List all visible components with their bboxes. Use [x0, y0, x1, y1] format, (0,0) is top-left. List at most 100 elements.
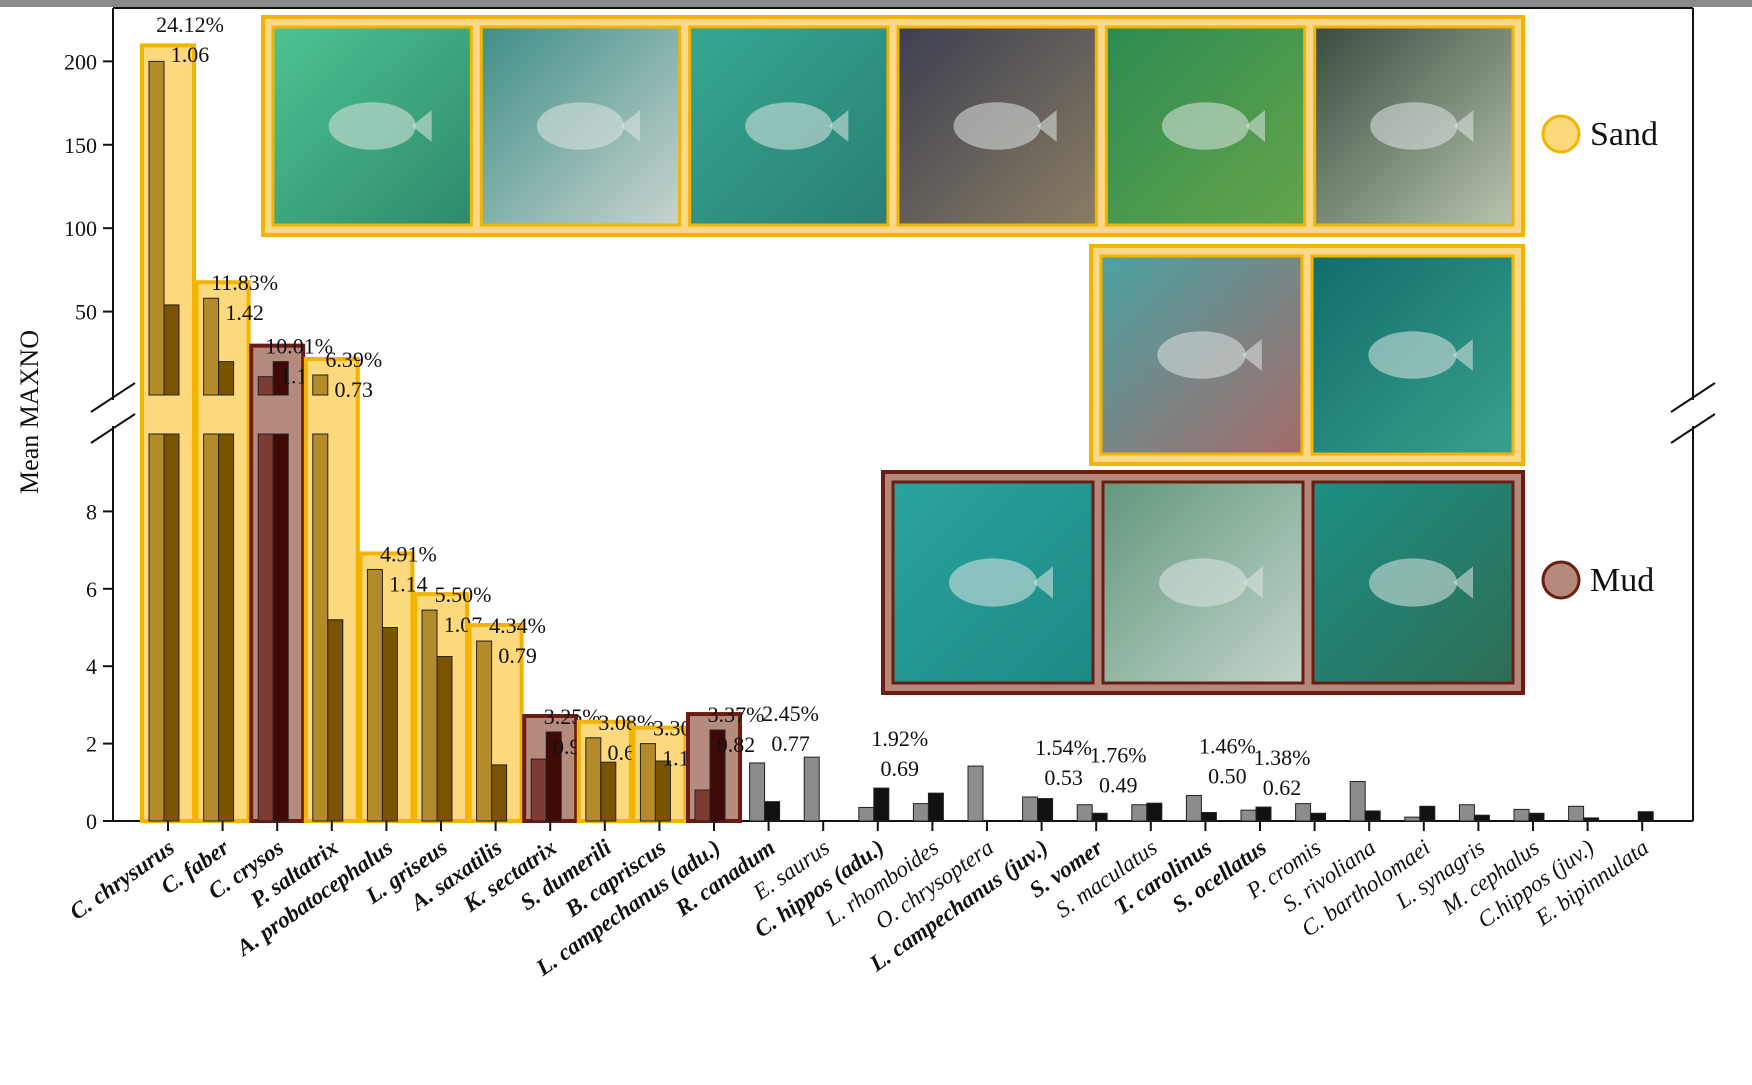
- fish-shape: [1368, 331, 1457, 379]
- bar: [1200, 811, 1217, 822]
- y-tick-label: 100: [64, 216, 97, 241]
- bar: [312, 374, 329, 396]
- data-label-ratio: 0.69: [881, 756, 920, 781]
- fish-tail: [1241, 339, 1262, 371]
- top-bar: [0, 0, 1752, 7]
- axis-break-mark-right: [1670, 382, 1716, 413]
- data-label-ratio: 0.49: [1099, 773, 1138, 798]
- fish-shape: [953, 102, 1041, 150]
- bar: [163, 433, 180, 822]
- bar: [545, 731, 562, 822]
- bar: [1364, 810, 1381, 822]
- data-label-ratio: 0.62: [1263, 775, 1302, 800]
- legend-label: Sand: [1590, 116, 1658, 153]
- data-label-percent: 11.83%: [211, 270, 278, 295]
- bar: [858, 806, 875, 822]
- axis-break-mark-left: [90, 413, 136, 444]
- bar: [203, 297, 220, 396]
- axis-break-mark-right: [1670, 413, 1716, 444]
- data-label-ratio: 0.82: [717, 732, 756, 757]
- bar: [1146, 802, 1163, 822]
- bar: [436, 656, 453, 822]
- bar: [600, 761, 617, 822]
- data-label-percent: 4.91%: [380, 541, 437, 566]
- fish-tail: [1453, 566, 1473, 599]
- fish-photo: [1104, 25, 1307, 227]
- bar: [1528, 812, 1545, 822]
- bar: [491, 764, 508, 822]
- axis-break-mark-left: [90, 382, 136, 413]
- bar: [654, 760, 671, 822]
- data-label-ratio: 0.73: [335, 377, 374, 402]
- bar: [1458, 804, 1475, 822]
- bar: [1513, 808, 1530, 822]
- bar: [1637, 811, 1654, 822]
- data-label-percent: 1.46%: [1199, 733, 1256, 758]
- fish-shape: [1157, 331, 1246, 379]
- bar: [639, 743, 656, 822]
- bar: [967, 765, 984, 822]
- legend-marker-mud: [1541, 560, 1581, 600]
- bar: [1131, 804, 1148, 822]
- data-label-percent: 24.12%: [156, 12, 224, 37]
- y-tick-label: 4: [86, 654, 97, 679]
- y-tick-label: 2: [86, 732, 97, 757]
- bar: [1240, 809, 1257, 822]
- data-label-ratio: 0.79: [498, 643, 537, 668]
- bar: [749, 762, 766, 822]
- bar: [366, 568, 383, 822]
- bar: [476, 640, 493, 822]
- data-label-percent: 4.34%: [489, 613, 546, 638]
- fish-tail: [1033, 566, 1053, 599]
- bar: [927, 792, 944, 822]
- bar: [148, 433, 165, 822]
- bar: [530, 758, 547, 822]
- y-tick-label: 200: [64, 49, 97, 74]
- photo-panel-sand: [261, 15, 1525, 237]
- fish-tail: [411, 110, 432, 142]
- bar: [873, 787, 890, 822]
- bar: [148, 60, 165, 396]
- data-label-percent: 6.39%: [325, 347, 382, 372]
- data-label-percent: 3.37%: [708, 702, 765, 727]
- fish-tail: [1453, 110, 1474, 142]
- data-label-ratio: 0.53: [1044, 765, 1083, 790]
- bar: [1076, 804, 1093, 822]
- bar: [1091, 812, 1108, 822]
- y-axis-label: Mean MAXNO: [15, 330, 44, 494]
- bar: [1404, 816, 1421, 822]
- bar: [764, 801, 781, 822]
- data-label-percent: 1.54%: [1035, 735, 1092, 760]
- fish-shape: [1370, 102, 1458, 150]
- bar: [257, 376, 274, 396]
- bar: [1568, 805, 1585, 822]
- data-label-percent: 1.92%: [871, 726, 928, 751]
- fish-shape: [745, 102, 833, 150]
- legend-marker-sand: [1541, 114, 1581, 154]
- bar: [709, 729, 726, 822]
- bar: [1185, 794, 1202, 822]
- bar: [1295, 803, 1312, 822]
- fish-photo: [1311, 480, 1515, 685]
- bar: [803, 756, 820, 822]
- y-tick-label: 0: [86, 809, 97, 834]
- fish-shape: [328, 102, 416, 150]
- bar: [218, 433, 235, 822]
- fish-shape: [949, 558, 1037, 607]
- legend-label: Mud: [1590, 562, 1654, 599]
- bar: [1583, 817, 1600, 822]
- fish-shape: [1369, 558, 1457, 607]
- bar: [272, 433, 289, 822]
- data-label-percent: 10.01%: [265, 334, 333, 359]
- fish-tail: [1243, 566, 1263, 599]
- bar: [203, 433, 220, 822]
- fish-shape: [1161, 102, 1250, 150]
- data-label-ratio: 0.77: [771, 731, 810, 756]
- y-tick-label: 6: [86, 577, 97, 602]
- y-tick-label: 150: [64, 133, 97, 158]
- fish-shape: [1159, 558, 1247, 607]
- y-tick-label: 50: [75, 300, 97, 325]
- fish-tail: [620, 110, 640, 142]
- bar: [257, 433, 274, 822]
